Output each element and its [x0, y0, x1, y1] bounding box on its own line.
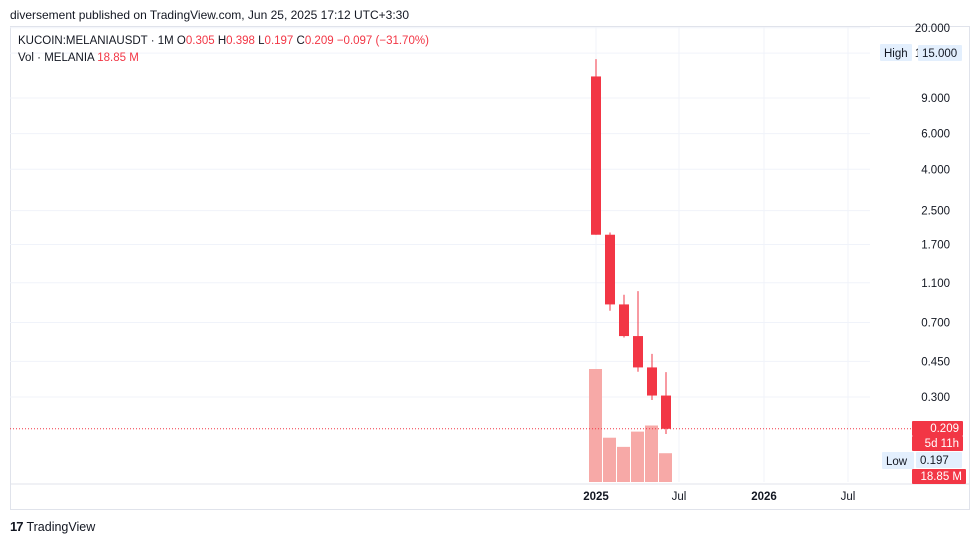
low-marker-label-bg: [882, 452, 914, 469]
grid-lines: [10, 27, 870, 482]
candle-body-3: [633, 336, 643, 368]
volume-label: Vol · MELANIA: [18, 52, 95, 64]
countdown-tag: 5d 11h: [925, 438, 959, 450]
open-label: O: [176, 35, 186, 47]
volume-bar-3: [631, 431, 644, 482]
high-marker-label: High: [884, 48, 908, 60]
close-value: 0.209: [304, 35, 334, 47]
x-tick-label-0: 2025: [583, 491, 609, 503]
low-marker-value-bg: [916, 452, 962, 468]
price-tags: High 15.000 Low 0.197 0.209 5d 11h 18.85 M: [880, 44, 966, 484]
y-tick-label-2: 9.000: [921, 93, 950, 105]
high-marker-label-bg: [880, 44, 912, 61]
y-tick-label-5: 2.500: [921, 206, 950, 218]
volume-bar-0: [589, 369, 602, 482]
change-value: −0.097 (−31.70%): [336, 35, 429, 47]
volume-bar-1: [603, 437, 616, 482]
y-tick-label-6: 1.700: [921, 240, 950, 252]
high-marker-value: 15.000: [922, 48, 957, 60]
y-tick-label-10: 0.300: [921, 392, 950, 404]
symbol-label: KUCOIN:MELANIAUSDT · 1M: [18, 35, 174, 47]
y-tick-label-9: 0.450: [921, 356, 950, 368]
open-value: 0.305: [185, 35, 215, 47]
volume-value: 18.85 M: [97, 52, 139, 64]
last-volume-tag-bg: [912, 469, 966, 484]
footer-brand[interactable]: 17 TradingView: [10, 519, 95, 534]
volume-bars: [589, 369, 672, 482]
candle-body-2: [619, 304, 629, 337]
candle-body-0: [591, 76, 601, 235]
high-label: H: [217, 35, 227, 47]
candle-body-4: [647, 367, 657, 396]
x-tick-label-2: 2026: [751, 491, 777, 503]
low-marker-label: Low: [886, 456, 908, 468]
x-axis: 2025 Jul 2026 Jul: [10, 483, 970, 503]
volume-bar-2: [617, 446, 630, 482]
chart-frame: [10, 26, 970, 510]
close-label: C: [296, 35, 305, 47]
low-value: 0.197: [264, 35, 294, 47]
brand-name: TradingView: [26, 519, 96, 534]
x-tick-label-3: Jul: [841, 491, 856, 503]
x-tick-label-1: Jul: [672, 491, 687, 503]
countdown-tag-bg: [912, 436, 963, 451]
candles: [591, 59, 671, 434]
y-tick-label-0: 20.000: [915, 23, 950, 35]
last-price-tag: 0.209: [930, 423, 959, 435]
low-label: L: [258, 35, 265, 47]
ohlc-legend: KUCOIN:MELANIAUSDT · 1M O0.305 H0.398 L0…: [18, 35, 429, 47]
y-tick-label-7: 1.100: [921, 278, 950, 290]
y-tick-label-8: 0.700: [921, 318, 950, 330]
high-value: 0.398: [226, 35, 255, 47]
volume-legend: Vol · MELANIA 18.85 M: [18, 52, 139, 64]
candle-body-1: [605, 234, 615, 305]
tradingview-logo-icon: 17: [10, 519, 24, 534]
y-tick-label-3: 6.000: [921, 129, 950, 141]
last-volume-tag: 18.85 M: [920, 471, 962, 483]
last-price-tag-bg: [912, 421, 963, 436]
high-marker-value-bg: [918, 45, 962, 61]
candle-body-5: [661, 395, 671, 429]
publisher-line: diversement published on TradingView.com…: [10, 8, 410, 22]
low-marker-value: 0.197: [920, 455, 949, 467]
y-axis: 20.00015.0009.0006.0004.0002.5001.7001.1…: [915, 23, 950, 404]
y-tick-label-4: 4.000: [921, 164, 950, 176]
volume-bar-4: [645, 425, 658, 482]
volume-bar-5: [659, 453, 672, 482]
